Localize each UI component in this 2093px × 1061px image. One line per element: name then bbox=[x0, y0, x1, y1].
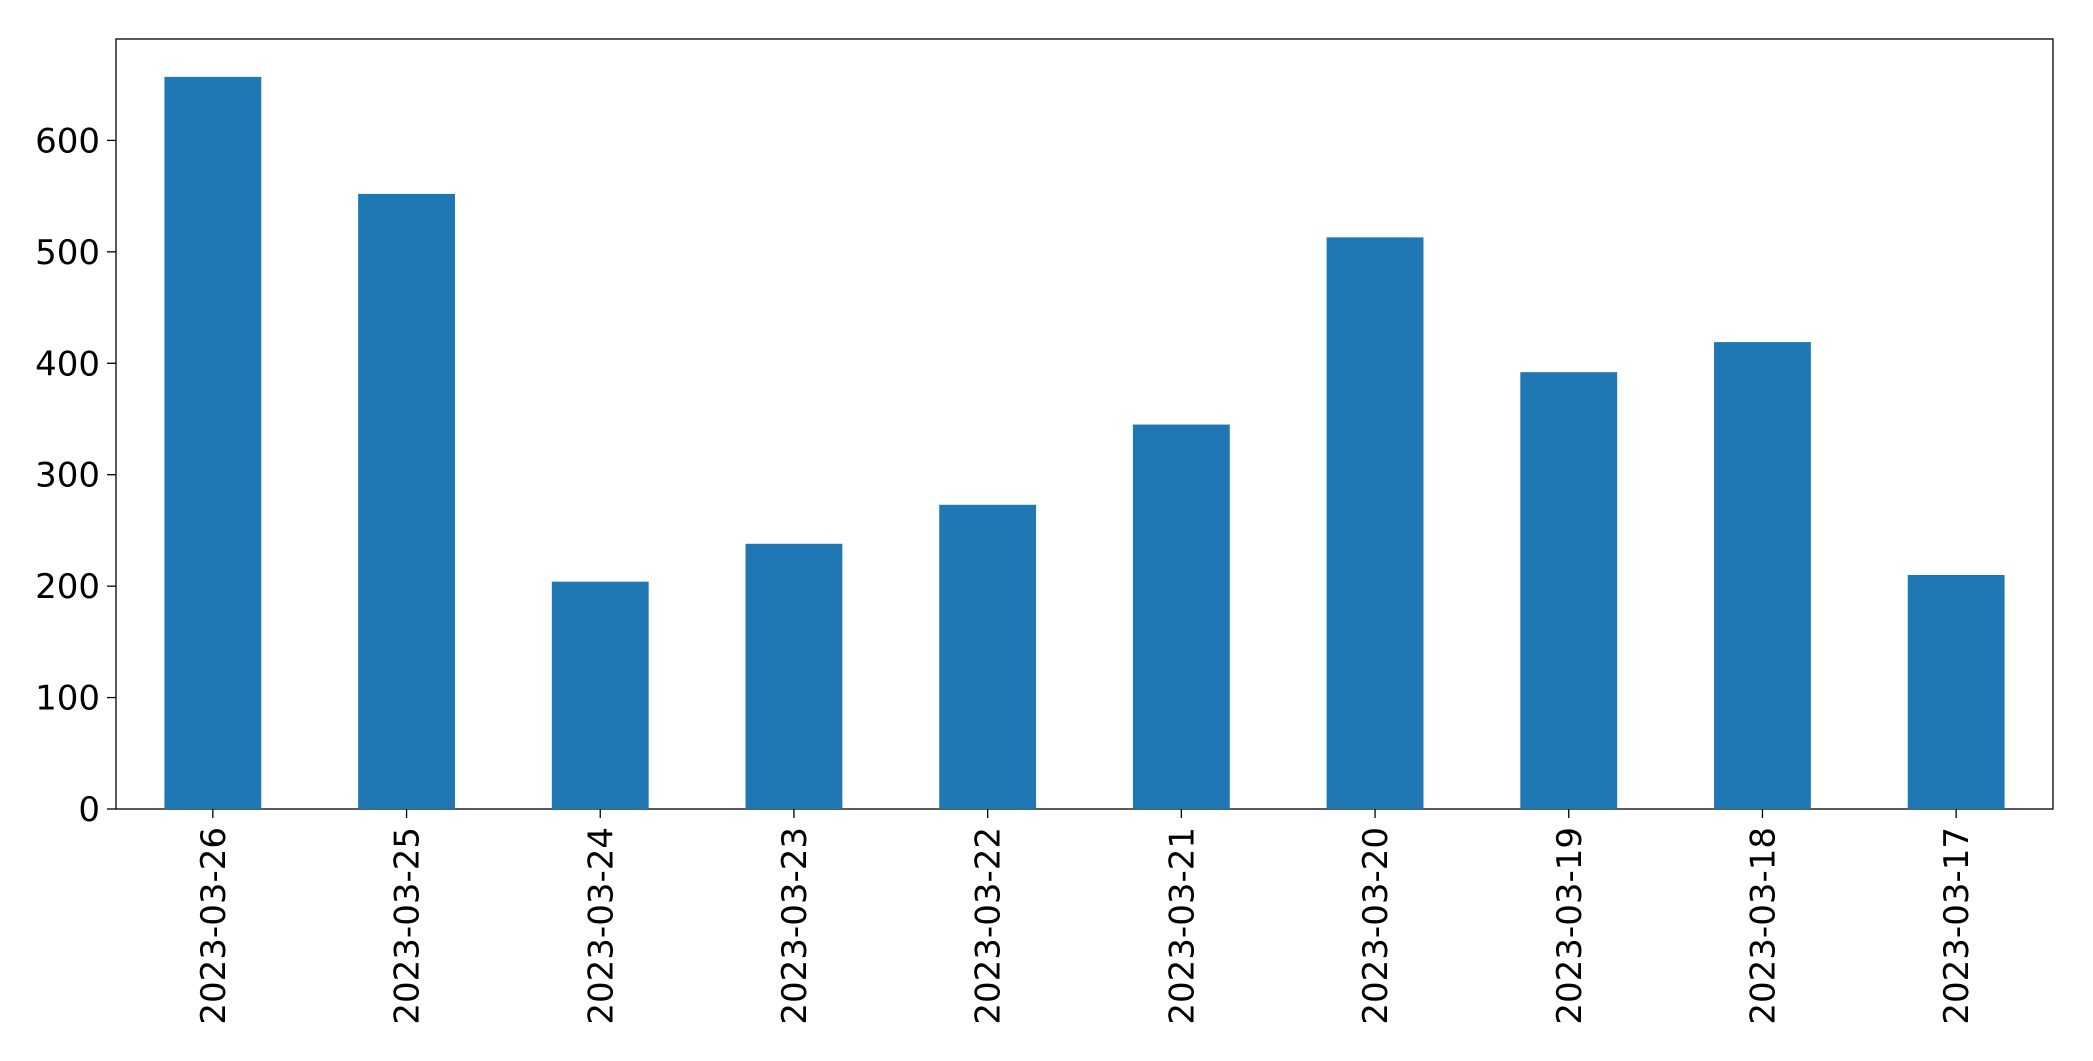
x-tick-label: 2023-03-24 bbox=[581, 827, 621, 1025]
x-tick-label: 2023-03-22 bbox=[969, 827, 1009, 1025]
y-tick-label: 600 bbox=[35, 121, 100, 161]
x-tick-label: 2023-03-26 bbox=[194, 827, 234, 1025]
bar bbox=[164, 76, 262, 809]
bar bbox=[745, 543, 843, 809]
bar bbox=[358, 193, 455, 809]
x-tick-label: 2023-03-19 bbox=[1550, 827, 1590, 1025]
x-tick-label: 2023-03-21 bbox=[1162, 827, 1202, 1025]
y-tick-label: 500 bbox=[35, 233, 100, 273]
x-tick-label: 2023-03-25 bbox=[388, 827, 428, 1025]
bar bbox=[551, 581, 649, 809]
y-tick-label: 400 bbox=[35, 344, 100, 384]
y-tick-label: 100 bbox=[35, 679, 100, 719]
bar bbox=[1132, 424, 1230, 809]
bar bbox=[1326, 237, 1424, 809]
bar bbox=[939, 504, 1037, 809]
plot-frame bbox=[115, 38, 2054, 810]
x-tick-label: 2023-03-17 bbox=[1937, 827, 1977, 1025]
bar bbox=[1520, 372, 1618, 809]
y-tick-label: 300 bbox=[35, 456, 100, 496]
x-tick-label: 2023-03-20 bbox=[1356, 827, 1396, 1025]
y-tick-label: 0 bbox=[78, 790, 100, 830]
y-tick-label: 200 bbox=[35, 567, 100, 607]
bar bbox=[1907, 574, 2005, 809]
x-tick-label: 2023-03-23 bbox=[775, 827, 815, 1025]
x-tick-label: 2023-03-18 bbox=[1743, 827, 1783, 1025]
bar bbox=[1714, 342, 1811, 809]
